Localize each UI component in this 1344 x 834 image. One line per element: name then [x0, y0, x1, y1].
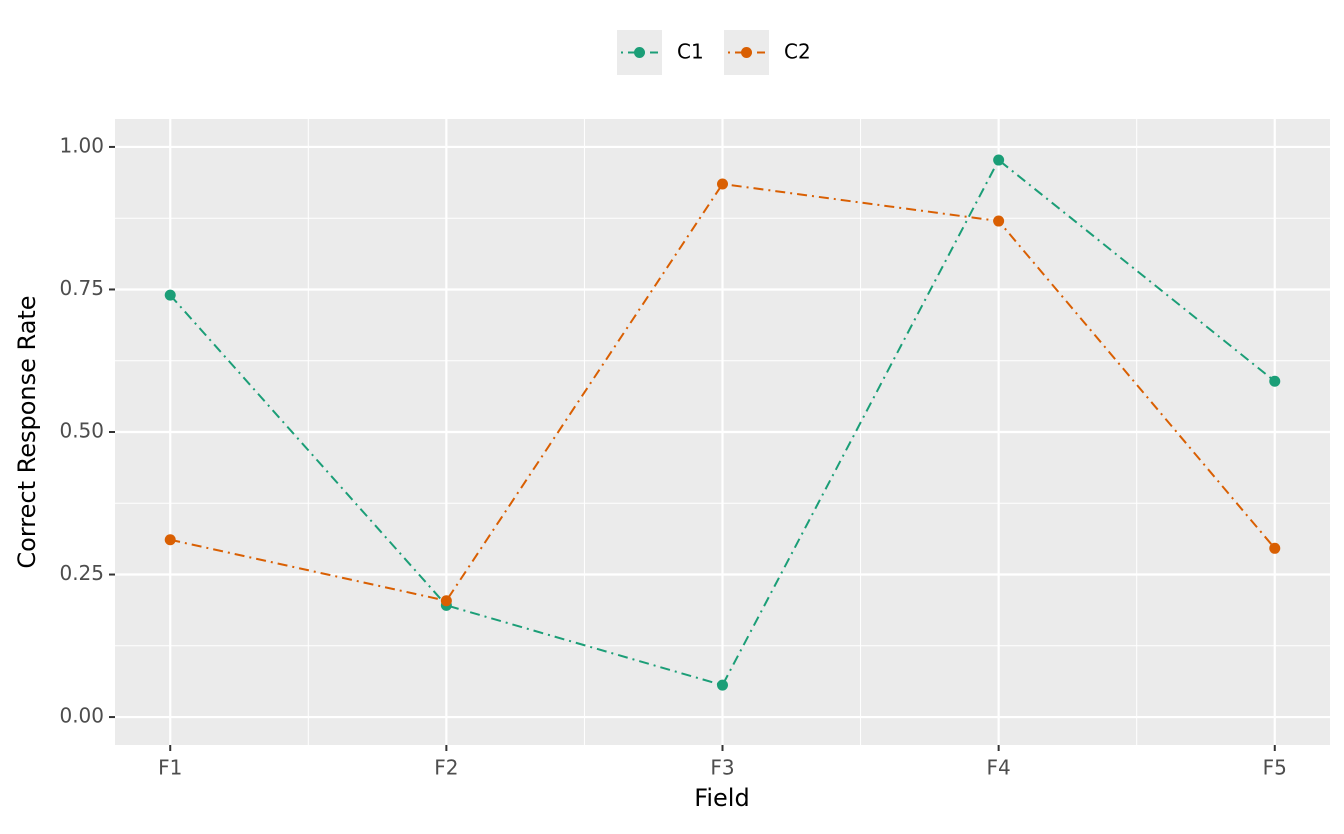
y-tick-label: 0.00 — [59, 704, 104, 728]
y-tick-label: 1.00 — [59, 133, 104, 157]
legend-key-point — [634, 47, 645, 58]
point — [993, 154, 1005, 166]
x-tick-label: F2 — [434, 756, 458, 780]
x-tick-label: F5 — [1263, 756, 1287, 780]
point — [1269, 375, 1281, 387]
y-tick-label: 0.50 — [59, 419, 104, 443]
x-tick-label: F4 — [987, 756, 1011, 780]
point — [440, 595, 452, 607]
legend-label: C2 — [784, 40, 811, 64]
y-axis-title: Correct Response Rate — [13, 295, 41, 568]
legend-label: C1 — [677, 40, 704, 64]
x-tick-label: F1 — [158, 756, 182, 780]
series-line — [170, 182, 1276, 602]
point — [164, 289, 176, 301]
x-axis-title: Field — [694, 784, 749, 812]
x-tick-label: F3 — [710, 756, 734, 780]
point — [993, 215, 1005, 227]
point — [164, 534, 176, 546]
series-line — [169, 158, 1276, 687]
y-tick-label: 0.25 — [59, 561, 104, 585]
legend-key-point — [741, 47, 752, 58]
point — [717, 178, 728, 190]
point — [1269, 542, 1281, 554]
y-tick-label: 0.75 — [59, 276, 104, 300]
point — [717, 679, 728, 691]
